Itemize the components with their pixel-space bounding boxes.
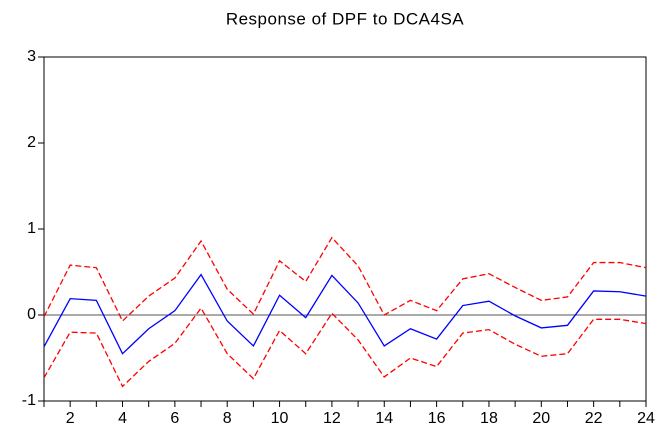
x-tick-label: 2 [66, 410, 75, 427]
x-tick-label: 20 [532, 410, 550, 427]
x-tick-label: 8 [223, 410, 232, 427]
x-tick-label: 18 [480, 410, 498, 427]
x-tick-label: 22 [585, 410, 603, 427]
confidence-band-line [43, 306, 647, 388]
x-tick-label: 6 [170, 410, 179, 427]
y-tick-label: -1 [22, 392, 36, 409]
confidence-band-line [43, 236, 647, 323]
x-tick-label: 10 [271, 410, 289, 427]
x-tick-label: 12 [323, 410, 341, 427]
y-tick-label: 3 [27, 48, 36, 65]
x-tick-label: 24 [637, 410, 655, 427]
chart-title: Response of DPF to DCA4SA [226, 9, 464, 28]
x-tick-label: 4 [118, 410, 127, 427]
x-tick-label: 14 [375, 410, 393, 427]
response-line [43, 273, 647, 355]
y-tick-label: 0 [27, 306, 36, 323]
plot-frame [43, 56, 647, 402]
y-tick-label: 1 [27, 220, 36, 237]
x-tick-label: 16 [428, 410, 446, 427]
y-tick-label: 2 [27, 134, 36, 151]
